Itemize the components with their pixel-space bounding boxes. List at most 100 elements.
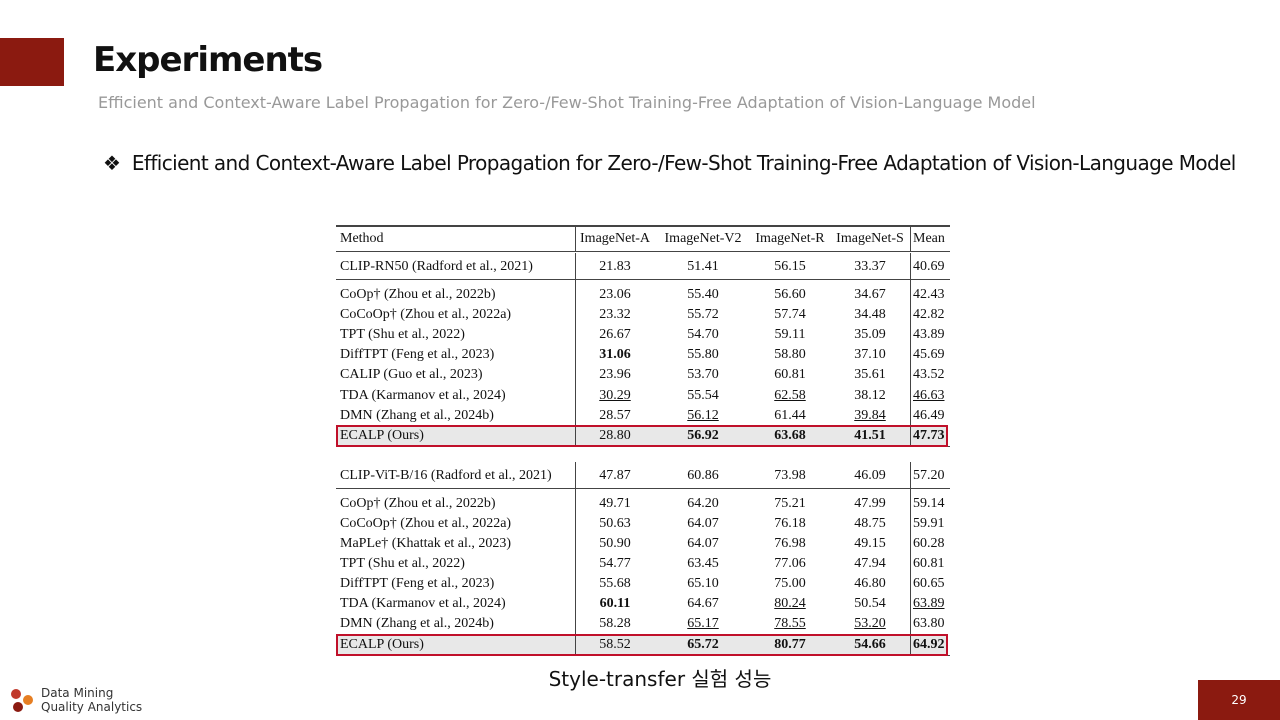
- highlight-box: [336, 633, 948, 656]
- value-cell: 45.69: [913, 347, 945, 363]
- logo-text: Data Mining Quality Analytics: [41, 686, 142, 714]
- method-cell: DiffTPT (Feng et al., 2023): [340, 576, 495, 592]
- value-cell: 41.51: [854, 427, 886, 443]
- value-cell: 58.28: [599, 616, 631, 632]
- value-cell: 55.54: [687, 387, 719, 403]
- method-cell: CALIP (Guo et al., 2023): [340, 367, 483, 383]
- method-cell: TDA (Karmanov et al., 2024): [340, 596, 506, 612]
- value-cell: 23.96: [599, 367, 631, 383]
- method-cell: DMN (Zhang et al., 2024b): [340, 616, 494, 632]
- value-cell: 28.57: [599, 407, 631, 423]
- value-cell: Mean: [913, 231, 945, 246]
- method-cell: TPT (Shu et al., 2022): [340, 327, 465, 343]
- value-cell: 46.09: [854, 467, 886, 483]
- value-cell: ImageNet-V2: [664, 231, 742, 246]
- rule: [336, 251, 950, 252]
- value-cell: 58.52: [599, 636, 631, 652]
- method-cell: CLIP-ViT-B/16 (Radford et al., 2021): [340, 467, 552, 483]
- value-cell: 63.89: [913, 596, 945, 612]
- value-cell: 28.80: [599, 427, 631, 443]
- value-cell: 76.98: [774, 536, 806, 551]
- method-cell: DiffTPT (Feng et al., 2023): [340, 347, 495, 363]
- method-cell: MaPLe† (Khattak et al., 2023): [340, 536, 512, 551]
- value-cell: 61.44: [774, 407, 806, 423]
- rule: [910, 253, 911, 446]
- value-cell: 65.10: [687, 576, 719, 592]
- value-cell: 26.67: [599, 327, 631, 343]
- value-cell: 59.14: [913, 495, 945, 511]
- value-cell: 47.94: [854, 556, 886, 572]
- value-cell: 31.06: [599, 347, 631, 363]
- value-cell: 56.60: [774, 287, 806, 302]
- logo-icon: [11, 689, 33, 712]
- value-cell: 53.70: [687, 367, 719, 383]
- highlight-bg: [336, 634, 948, 655]
- results-table: Method ImageNet-A ImageNet-V2 ImageNet-R Ima…: [336, 222, 950, 656]
- value-cell: 55.40: [687, 287, 719, 302]
- value-cell: 40.69: [913, 259, 945, 274]
- value-cell: 73.98: [774, 467, 806, 483]
- value-cell: 80.24: [774, 596, 806, 612]
- value-cell: 23.06: [599, 287, 631, 302]
- value-cell: 38.12: [854, 387, 886, 403]
- value-cell: 58.80: [774, 347, 806, 363]
- value-cell: 46.49: [913, 407, 945, 423]
- method-cell: CoCoOp† (Zhou et al., 2022a): [340, 515, 512, 531]
- method-cell: TDA (Karmanov et al., 2024): [340, 387, 506, 403]
- value-cell: 42.43: [913, 287, 945, 302]
- value-cell: 39.84: [854, 407, 886, 423]
- value-cell: 55.80: [687, 347, 719, 363]
- value-cell: 53.20: [854, 616, 886, 632]
- page-number: 29: [1198, 680, 1280, 720]
- rule: [575, 253, 576, 446]
- value-cell: 77.06: [774, 556, 806, 572]
- value-cell: 57.20: [913, 467, 945, 483]
- value-cell: 21.83: [599, 259, 631, 274]
- value-cell: 57.74: [774, 307, 806, 323]
- method-cell: ECALP (Ours): [340, 636, 424, 652]
- method-cell: CoOp† (Zhou et al., 2022b): [340, 495, 496, 511]
- value-cell: 64.07: [687, 515, 719, 531]
- value-cell: 54.66: [854, 636, 886, 652]
- rule: [336, 225, 950, 227]
- value-cell: 48.75: [854, 515, 886, 531]
- value-cell: 50.54: [854, 596, 886, 612]
- logo-line: Quality Analytics: [41, 700, 143, 714]
- rule: [575, 226, 576, 251]
- value-cell: 64.07: [687, 536, 719, 551]
- value-cell: 64.67: [687, 596, 719, 612]
- value-cell: 60.65: [913, 576, 945, 592]
- value-cell: 54.70: [687, 327, 719, 343]
- value-cell: 47.87: [599, 467, 631, 483]
- method-cell: CoCoOp† (Zhou et al., 2022a): [340, 307, 512, 323]
- highlight-box: [336, 424, 948, 447]
- value-cell: 56.15: [774, 259, 806, 274]
- value-cell: 60.86: [687, 467, 719, 483]
- highlight-bg: [336, 425, 948, 446]
- value-cell: 35.61: [854, 367, 886, 383]
- method-cell: Method: [340, 231, 384, 246]
- value-cell: 43.52: [913, 367, 945, 383]
- value-cell: 75.21: [774, 495, 806, 511]
- method-cell: DMN (Zhang et al., 2024b): [340, 407, 494, 423]
- rule: [910, 461, 911, 655]
- value-cell: 64.20: [687, 495, 719, 511]
- value-cell: 47.73: [913, 427, 945, 443]
- value-cell: 60.28: [913, 536, 945, 551]
- slide-title: Experiments: [93, 40, 323, 80]
- method-cell: CoOp† (Zhou et al., 2022b): [340, 287, 496, 302]
- value-cell: 30.29: [599, 387, 631, 403]
- value-cell: 23.32: [599, 307, 631, 323]
- rule: [336, 487, 950, 489]
- value-cell: 34.67: [854, 287, 886, 302]
- slide-subtitle: Efficient and Context-Aware Label Propag…: [98, 93, 1036, 112]
- value-cell: 35.09: [854, 327, 886, 343]
- method-cell: CLIP-RN50 (Radford et al., 2021): [340, 259, 533, 274]
- value-cell: 63.45: [687, 556, 719, 572]
- method-cell: ECALP (Ours): [340, 427, 424, 443]
- value-cell: 49.71: [599, 495, 631, 511]
- value-cell: 63.68: [774, 427, 806, 443]
- value-cell: 56.92: [687, 427, 719, 443]
- value-cell: 50.90: [599, 536, 631, 551]
